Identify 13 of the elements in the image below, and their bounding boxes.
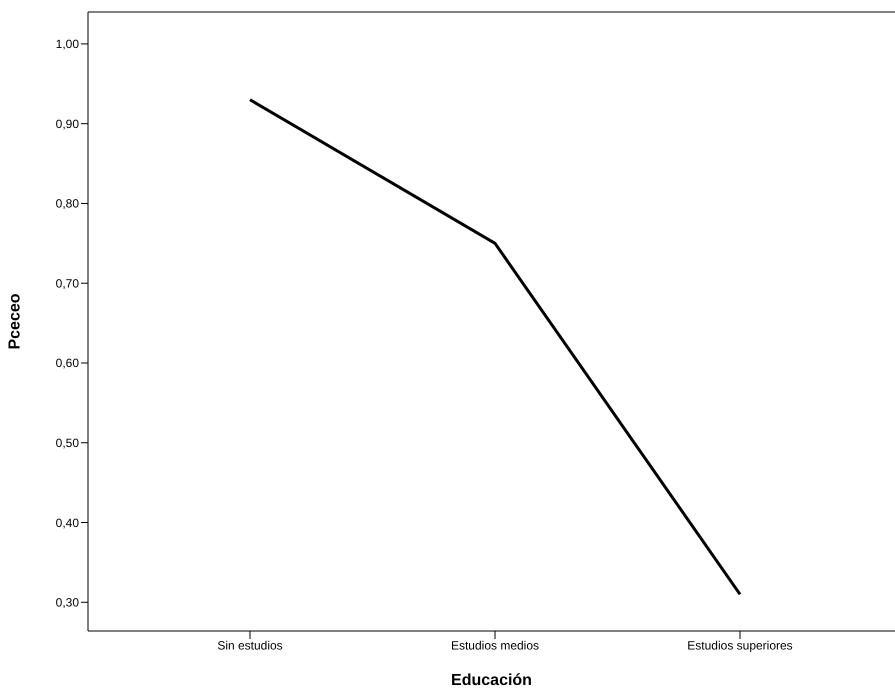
- y-tick-label: 0,40: [56, 516, 80, 530]
- y-tick-label: 0,30: [56, 596, 80, 610]
- y-tick-label: 0,80: [56, 196, 80, 211]
- y-axis-title: Pceceo: [6, 293, 24, 350]
- x-axis-title: Educación: [451, 672, 532, 689]
- x-tick-label: Estudios superiores: [687, 638, 793, 653]
- y-tick-label: 0,50: [56, 436, 80, 450]
- y-tick-label: 0,90: [56, 116, 80, 131]
- y-tick-label: 0,70: [56, 276, 80, 290]
- x-tick-label: Sin estudios: [217, 638, 283, 653]
- y-tick-label: 1,00: [56, 37, 80, 52]
- y-tick-label: 0,60: [56, 356, 80, 370]
- x-tick-label: Estudios medios: [450, 638, 540, 653]
